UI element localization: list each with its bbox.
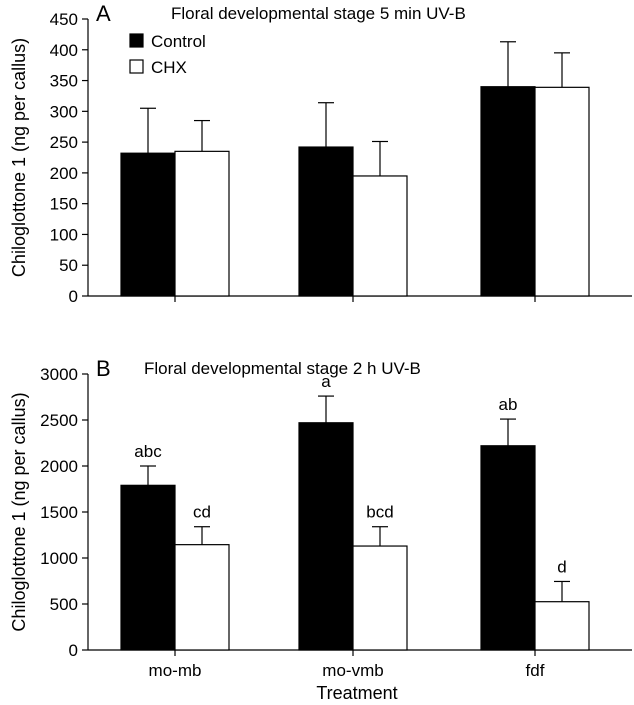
x-tick-label: fdf: [526, 661, 545, 680]
panel-letter: A: [96, 1, 111, 26]
y-tick-label: 150: [50, 195, 78, 214]
bar: [174, 544, 230, 651]
panel-b: 0 500 1000 1500 2000 2500 3000 Chiloglottone 1 …: [9, 356, 632, 680]
significance-label: ab: [499, 395, 518, 414]
y-tick-label: 2000: [40, 457, 78, 476]
bar: [120, 152, 176, 297]
significance-label: d: [557, 557, 566, 576]
panel-letter: B: [96, 356, 111, 381]
y-axis-title: Chiloglottone 1 (ng per callus): [9, 38, 29, 277]
y-tick-label: 250: [50, 133, 78, 152]
legend-label: CHX: [151, 58, 187, 77]
y-tick-label: 200: [50, 164, 78, 183]
panel-title: Floral developmental stage 5 min UV-B: [171, 4, 466, 23]
x-tick-label: mo-vmb: [322, 661, 383, 680]
y-tick-label: 50: [59, 256, 78, 275]
y-tick-label: 350: [50, 72, 78, 91]
y-tick-label: 3000: [40, 365, 78, 384]
legend-label: Control: [151, 32, 206, 51]
x-tick-label: mo-mb: [149, 661, 202, 680]
bar: [352, 175, 408, 297]
bar: [120, 484, 176, 651]
bar: [480, 445, 536, 651]
bar: [534, 86, 590, 297]
bar: [298, 422, 354, 651]
y-tick-label: 300: [50, 102, 78, 121]
bar: [298, 146, 354, 297]
legend-swatch: [129, 59, 144, 74]
y-axis-title: Chiloglottone 1 (ng per callus): [9, 392, 29, 631]
y-tick-label: 400: [50, 41, 78, 60]
legend-swatch: [129, 33, 144, 48]
significance-label: cd: [193, 503, 211, 522]
significance-label: abc: [134, 442, 162, 461]
y-tick-label: 450: [50, 10, 78, 29]
y-tick-label: 0: [69, 641, 78, 660]
significance-label: a: [321, 372, 331, 391]
y-tick-label: 0: [69, 287, 78, 306]
panel-title: Floral developmental stage 2 h UV-B: [144, 359, 421, 378]
y-tick-label: 100: [50, 225, 78, 244]
bar: [534, 601, 590, 651]
significance-label: bcd: [366, 503, 393, 522]
y-tick-label: 500: [50, 595, 78, 614]
y-tick-label: 1000: [40, 549, 78, 568]
y-tick-label: 2500: [40, 411, 78, 430]
bar: [352, 545, 408, 651]
bar: [480, 86, 536, 297]
panel-a: 0 50 100 150 200 250 300 350 400 450 Chiloglottone…: [9, 1, 632, 306]
y-tick-label: 1500: [40, 503, 78, 522]
bar: [174, 150, 230, 297]
x-axis-title: Treatment: [316, 683, 397, 703]
